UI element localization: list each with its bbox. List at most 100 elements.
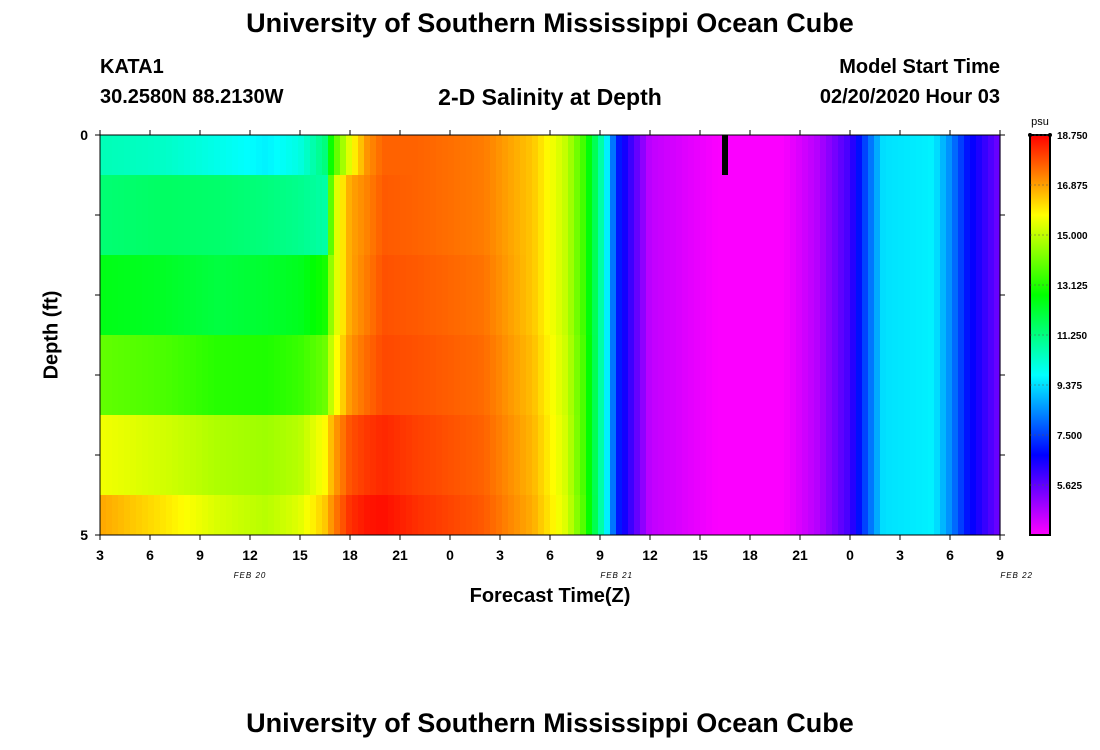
heatmap-cell [382,495,389,535]
heatmap-cell [586,495,593,535]
heatmap-cell [964,415,971,495]
data-marker [722,135,728,175]
heatmap-cell [286,135,293,175]
heatmap-cell [664,335,671,415]
heatmap-cell [922,495,929,535]
heatmap-cell [628,495,635,535]
heatmap-cell [850,495,857,535]
heatmap-cell [742,135,749,175]
heatmap-cell [244,335,251,415]
heatmap-cell [250,335,257,415]
heatmap-cell [700,415,707,495]
heatmap-cell [820,175,827,255]
heatmap-cell [160,175,167,255]
heatmap-cell [268,135,275,175]
heatmap-cell [364,495,371,535]
colorbar-tick-label: 18.750 [1057,131,1088,142]
heatmap-cell [472,255,479,335]
heatmap-cell [292,415,299,495]
heatmap-cell [256,335,263,415]
heatmap-cell [202,415,209,495]
x-axis-title: Forecast Time(Z) [469,585,631,607]
x-tick-label: 9 [596,547,604,563]
heatmap-cell [436,335,443,415]
heatmap-cell [124,175,131,255]
heatmap-cell [502,255,509,335]
heatmap-cell [706,415,713,495]
heatmap-cell [178,255,185,335]
heatmap-cell [436,175,443,255]
heatmap-cell [934,135,941,175]
heatmap-cell [358,495,365,535]
heatmap-cell [202,335,209,415]
heatmap-cell [532,255,539,335]
heatmap-cell [700,255,707,335]
heatmap-cell [232,255,239,335]
heatmap-cell [868,175,875,255]
heatmap-cell [382,255,389,335]
heatmap-cell [100,495,107,535]
heatmap-cell [766,335,773,415]
heatmap-cell [838,175,845,255]
heatmap-cell [646,255,653,335]
heatmap-cell [340,255,347,335]
heatmap-cell [778,175,785,255]
heatmap-cell [100,415,107,495]
heatmap-cell [838,255,845,335]
heatmap-cell [394,175,401,255]
heatmap-cell [574,255,581,335]
heatmap-cell [712,255,719,335]
heatmap-cell [220,175,227,255]
heatmap-cell [274,135,281,175]
heatmap-cell [292,135,299,175]
heatmap-cell [190,335,197,415]
heatmap-cell [460,175,467,255]
heatmap-cell [370,135,377,175]
heatmap-cell [622,335,629,415]
heatmap-cell [802,495,809,535]
heatmap-cell [358,135,365,175]
heatmap-cell [310,335,317,415]
heatmap-cell [100,135,107,175]
colorbar-corner-dot [1048,133,1052,137]
heatmap-cell [352,495,359,535]
heatmap-cell [958,175,965,255]
heatmap-cell [532,495,539,535]
heatmap-cell [640,175,647,255]
heatmap-cell [334,335,341,415]
heatmap-cell [124,255,131,335]
heatmap-cell [328,415,335,495]
heatmap-cell [274,335,281,415]
y-tick-label: 5 [80,527,88,543]
heatmap-cell [196,495,203,535]
heatmap-cell [538,495,545,535]
heatmap-cell [928,135,935,175]
heatmap-cell [718,415,725,495]
heatmap-cell [808,175,815,255]
heatmap-cell [118,415,125,495]
heatmap-cell [946,175,953,255]
heatmap-cell [982,255,989,335]
heatmap-cell [592,175,599,255]
heatmap-cell [976,495,983,535]
heatmap-cell [442,335,449,415]
heatmap-cell [988,175,995,255]
heatmap-cell [292,255,299,335]
heatmap-cell [580,415,587,495]
x-tick-label: 6 [546,547,554,563]
heatmap-cell [574,415,581,495]
heatmap-cell [466,175,473,255]
heatmap-cell [994,135,1001,175]
heatmap-cell [532,135,539,175]
heatmap-cell [808,495,815,535]
heatmap-cell [724,495,731,535]
heatmap-cell [862,255,869,335]
heatmap-cell [226,255,233,335]
heatmap-cell [598,175,605,255]
heatmap-cell [382,175,389,255]
heatmap-cell [616,255,623,335]
heatmap-cell [658,135,665,175]
heatmap-cell [454,135,461,175]
heatmap-cell [328,255,335,335]
heatmap-cell [682,255,689,335]
